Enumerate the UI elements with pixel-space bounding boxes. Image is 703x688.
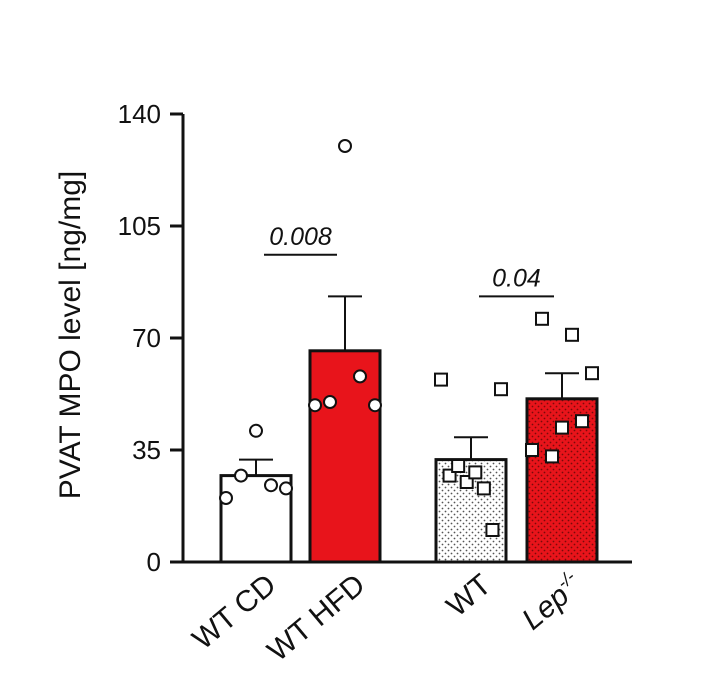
data-point xyxy=(234,468,248,483)
data-point xyxy=(323,395,337,409)
data-point xyxy=(308,398,322,413)
y-tick-label: 70 xyxy=(132,323,161,353)
data-point xyxy=(368,398,382,413)
data-point xyxy=(545,449,559,464)
x-tick-label: WT HFD xyxy=(261,568,371,668)
y-tick-label: 105 xyxy=(118,211,161,241)
data-point xyxy=(249,423,263,438)
data-point xyxy=(485,523,500,537)
data-point xyxy=(565,327,579,342)
data-point xyxy=(451,459,466,473)
data-point xyxy=(525,443,539,457)
significance-annotations: 0.008 0.04 xyxy=(264,223,554,298)
y-axis-title: PVAT MPO level [ng/mg] xyxy=(54,171,87,499)
y-tick-label: 140 xyxy=(118,99,161,129)
y-tick-label: 0 xyxy=(147,547,161,577)
y-axis: 0 35 70 105 140 xyxy=(118,99,185,577)
data-point xyxy=(338,139,352,153)
data-point xyxy=(585,366,599,381)
data-point xyxy=(535,311,549,326)
p-value-label: 0.04 xyxy=(492,264,541,292)
bars-layer xyxy=(219,349,599,564)
y-tick-label: 35 xyxy=(132,435,161,465)
data-point xyxy=(279,481,293,496)
x-tick-label: Lep-/- xyxy=(515,567,589,637)
data-point xyxy=(575,414,589,429)
data-point xyxy=(555,420,569,435)
data-points-layer xyxy=(219,139,599,537)
data-point xyxy=(264,478,278,493)
data-point xyxy=(219,491,233,505)
data-point xyxy=(353,369,367,384)
bar-wt-hfd xyxy=(308,349,382,564)
p-value-label: 0.008 xyxy=(269,223,332,251)
data-point xyxy=(494,382,508,397)
error-bars-layer xyxy=(239,295,579,476)
data-point xyxy=(476,481,491,496)
data-point xyxy=(434,372,448,387)
x-tick-label: WT xyxy=(441,568,498,623)
data-point xyxy=(468,465,483,480)
